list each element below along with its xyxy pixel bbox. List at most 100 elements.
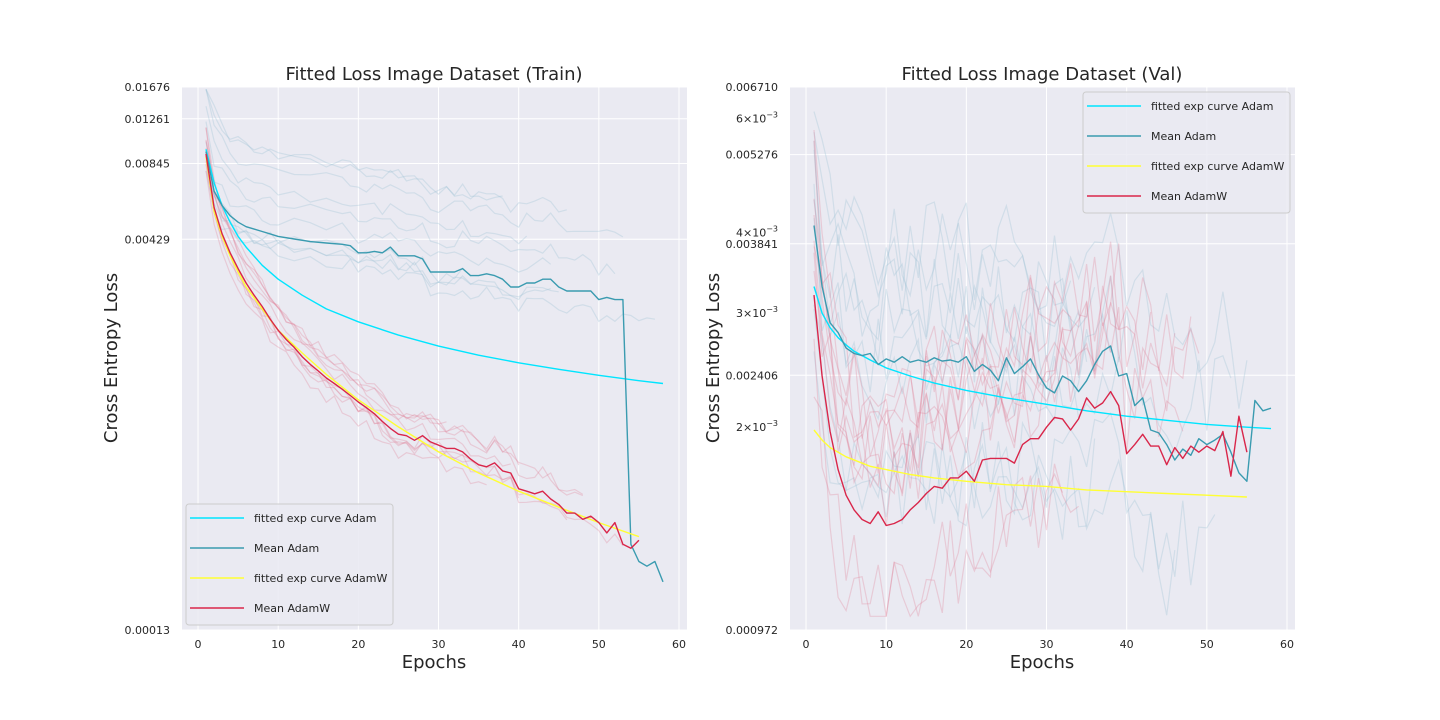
train-individual-run-line — [205, 142, 552, 273]
val-x-tick-label: 30 — [1040, 638, 1054, 651]
val-legend-label: fitted exp curve Adam — [1151, 100, 1273, 113]
val-individual-run-line — [813, 199, 1096, 344]
train-individual-run-line — [205, 106, 528, 245]
val-individual-run-line — [813, 132, 1248, 409]
train-gridlines — [182, 86, 687, 631]
train-series-fitted-exp-curve-adamw — [205, 156, 640, 538]
val-individual-run-line — [813, 140, 1152, 439]
train-individual-run-line — [205, 155, 551, 298]
val-individual-runs — [813, 111, 1248, 618]
val-gridlines — [790, 86, 1295, 631]
val-individual-run-line — [813, 140, 1088, 362]
train-x-tick-label: 10 — [271, 638, 285, 651]
train-individual-run-line — [205, 155, 559, 301]
val-individual-run-line — [813, 309, 1176, 616]
val-series-fitted-exp-curve-adamw — [813, 429, 1247, 498]
val-legend-box — [1082, 91, 1291, 214]
train-individual-run-line — [205, 127, 520, 466]
train-y-tick-label: 0.01261 — [125, 113, 171, 126]
train-legend-label: fitted exp curve Adam — [254, 512, 376, 525]
train-individual-run-line — [205, 170, 487, 486]
val-y-minor-tick-label: 6×10−3 — [736, 110, 778, 125]
train-title: Fitted Loss Image Dataset (Train) — [285, 64, 582, 85]
train-individual-run-line — [205, 121, 616, 277]
train-individual-run-line — [205, 127, 447, 425]
train-individual-run-line — [205, 164, 568, 521]
train-legend-box — [185, 503, 394, 626]
train-tick-labels: 0 10 20 30 40 50 60 0.01676 0.01261 0.00845 0.0042… — [125, 81, 686, 651]
val-tick-labels: 0 10 20 30 40 50 60 0.006710 0.005276 0.003841 0.0… — [726, 81, 1294, 651]
train-y-tick-label: 0.00013 — [125, 624, 171, 637]
train-individual-run-line — [205, 148, 511, 467]
val-title: Fitted Loss Image Dataset (Val) — [902, 64, 1183, 85]
train-legend-label: Mean AdamW — [254, 602, 330, 615]
train-individual-run-line — [205, 139, 584, 497]
val-individual-run-line — [813, 149, 1232, 454]
train-individual-run-line — [205, 89, 503, 201]
val-y-minor-tick-label: 2×10−3 — [736, 419, 778, 434]
val-x-tick-label: 10 — [879, 638, 893, 651]
train-x-axis-label: Epochs — [402, 652, 467, 673]
train-y-tick-label: 0.00429 — [125, 233, 171, 246]
train-individual-run-line — [205, 155, 520, 499]
val-individual-run-line — [813, 351, 1096, 540]
train-individual-run-line — [205, 156, 472, 284]
train-x-tick-label: 0 — [195, 638, 202, 651]
val-x-tick-label: 0 — [803, 638, 810, 651]
train-y-axis-label: Cross Entropy Loss — [101, 273, 122, 443]
val-x-axis-label: Epochs — [1010, 652, 1075, 673]
train-legend-label: Mean Adam — [254, 542, 319, 555]
train-y-tick-label: 0.00845 — [125, 158, 171, 171]
val-legend-label: fitted exp curve AdamW — [1151, 160, 1284, 173]
train-individual-run-line — [205, 89, 624, 238]
train-x-tick-label: 30 — [432, 638, 446, 651]
val-individual-run-line — [813, 246, 1200, 489]
val-x-tick-label: 60 — [1280, 638, 1294, 651]
val-y-tick-label: 0.005276 — [726, 149, 779, 162]
panel-val: 0 10 20 30 40 50 60 0.006710 0.005276 0.003841 0.0… — [703, 64, 1295, 673]
train-individual-run-line — [205, 170, 655, 323]
val-individual-run-line — [813, 111, 1072, 328]
train-x-tick-label: 40 — [512, 638, 526, 651]
val-individual-run-line — [813, 214, 1064, 457]
val-series-mean-adam — [813, 225, 1272, 482]
val-x-tick-label: 20 — [959, 638, 973, 651]
train-series-mean-adamw — [205, 153, 640, 549]
train-individual-run-line — [205, 160, 624, 547]
val-legend-label: Mean AdamW — [1151, 190, 1227, 203]
val-x-tick-label: 50 — [1200, 638, 1214, 651]
train-individual-run-line — [205, 140, 584, 495]
train-x-tick-label: 60 — [672, 638, 686, 651]
val-x-tick-label: 40 — [1120, 638, 1134, 651]
val-y-minor-tick-label: 4×10−3 — [736, 224, 778, 239]
val-individual-run-line — [813, 270, 1072, 495]
val-series-fitted-exp-curve-adam — [813, 286, 1272, 430]
train-legend: fitted exp curve Adam Mean Adam fitted exp… — [185, 503, 394, 626]
val-individual-run-line — [813, 338, 1079, 618]
val-y-tick-label: 0.006710 — [726, 81, 779, 94]
train-y-tick-label: 0.01676 — [125, 81, 171, 94]
val-individual-run-line — [813, 304, 1216, 586]
val-individual-run-line — [813, 252, 1120, 526]
train-x-tick-label: 50 — [592, 638, 606, 651]
val-y-tick-label: 0.000972 — [726, 624, 779, 637]
val-legend-label: Mean Adam — [1151, 130, 1216, 143]
val-individual-run-line — [813, 396, 1064, 617]
train-series-fitted-exp-curve-adam — [205, 149, 664, 385]
val-individual-run-line — [813, 240, 1184, 495]
panel-train: 0 10 20 30 40 50 60 0.01676 0.01261 0.00845 0.0042… — [101, 64, 687, 673]
val-individual-run-line — [813, 183, 1112, 416]
val-legend: fitted exp curve Adam Mean Adam fitted exp… — [1082, 91, 1291, 214]
val-y-minor-tick-label: 3×10−3 — [736, 305, 778, 320]
train-series-mean-adam — [205, 151, 664, 583]
val-y-axis-label: Cross Entropy Loss — [703, 273, 724, 443]
val-y-tick-label: 0.002406 — [726, 369, 779, 382]
val-individual-run-line — [813, 218, 1120, 430]
val-series-mean-adamw — [813, 295, 1248, 527]
val-series-lines — [813, 225, 1272, 527]
val-individual-run-line — [813, 129, 1192, 439]
val-y-tick-label: 0.003841 — [726, 238, 779, 251]
train-legend-label: fitted exp curve AdamW — [254, 572, 387, 585]
train-series-lines — [205, 149, 664, 583]
